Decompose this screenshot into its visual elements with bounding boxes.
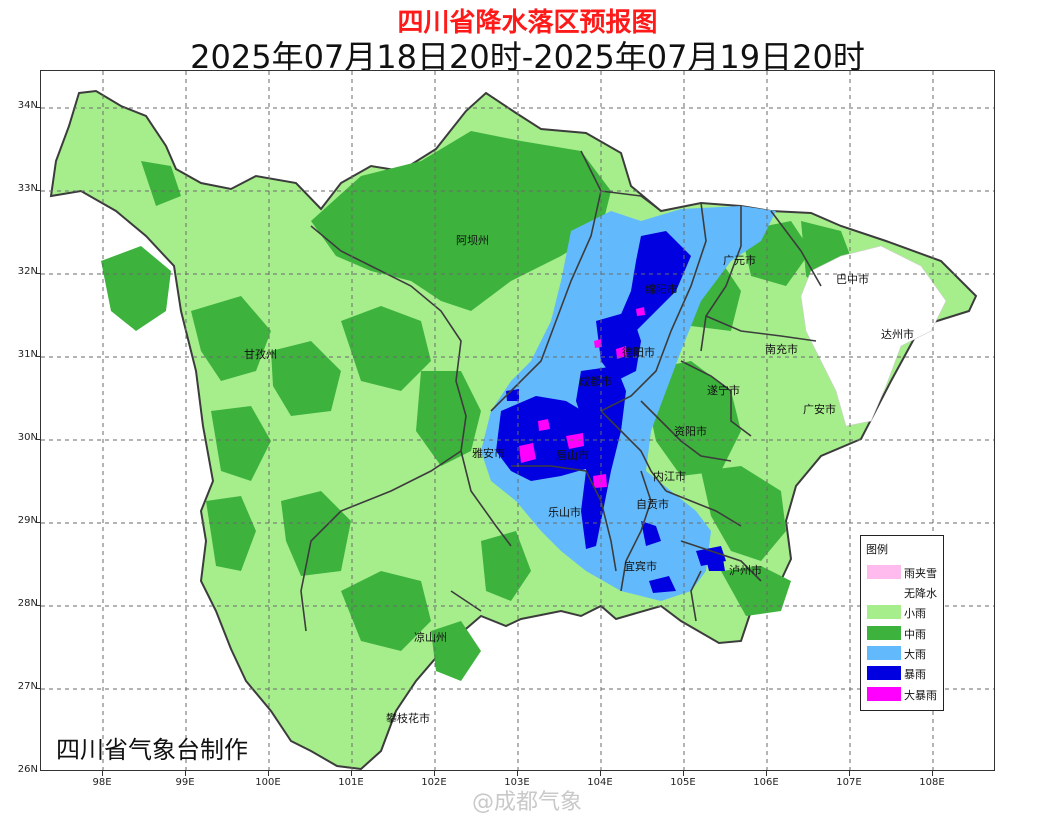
lon-tick xyxy=(517,771,518,776)
city-label-yaan: 雅安市 xyxy=(472,447,505,460)
legend-label: 中雨 xyxy=(904,628,926,641)
city-label-ganzi: 甘孜州 xyxy=(244,348,277,361)
extreme-rainstorm-areas xyxy=(519,307,645,488)
city-label-luzhou: 泸州市 xyxy=(729,564,762,577)
legend-label: 大暴雨 xyxy=(904,689,937,702)
lat-label-29n: 29N xyxy=(17,515,38,526)
city-label-yibin: 宜宾市 xyxy=(624,560,657,573)
city-label-leshan: 乐山市 xyxy=(548,506,581,519)
lat-label-31n: 31N xyxy=(17,349,38,360)
moderate-rain-areas xyxy=(101,131,856,681)
lon-tick xyxy=(766,771,767,776)
lat-tick xyxy=(36,439,41,440)
lat-label-34n: 34N xyxy=(17,100,38,111)
city-label-dazhou: 达州市 xyxy=(881,328,914,341)
weibo-watermark: @成都气象 xyxy=(472,790,583,815)
legend-swatch xyxy=(867,687,901,701)
lat-tick xyxy=(36,107,41,108)
legend-swatch xyxy=(867,626,901,640)
lon-tick xyxy=(185,771,186,776)
lat-tick xyxy=(36,522,41,523)
lon-tick xyxy=(268,771,269,776)
lon-label-104e: 104E xyxy=(587,777,613,788)
lon-tick xyxy=(351,771,352,776)
lat-label-27n: 27N xyxy=(17,681,38,692)
lon-label-106e: 106E xyxy=(753,777,779,788)
lon-label-101e: 101E xyxy=(338,777,364,788)
city-label-deyang: 德阳市 xyxy=(622,346,655,359)
lon-label-107e: 107E xyxy=(836,777,862,788)
lon-label-100e: 100E xyxy=(255,777,281,788)
city-label-nanchong: 南充市 xyxy=(765,343,798,356)
lon-tick xyxy=(683,771,684,776)
city-label-chengdu: 成都市 xyxy=(579,375,612,388)
city-label-zigong: 自贡市 xyxy=(636,498,669,511)
city-label-guangan: 广安市 xyxy=(803,403,836,416)
prefecture-boundaries xyxy=(300,150,822,632)
legend-swatch xyxy=(867,585,901,599)
legend-item-sleet: 雨夹雪 xyxy=(867,563,945,580)
legend-item-light-rain: 小雨 xyxy=(867,603,945,620)
lon-label-102e: 102E xyxy=(421,777,447,788)
lat-tick xyxy=(36,190,41,191)
lon-label-98e: 98E xyxy=(92,777,112,788)
legend-label: 小雨 xyxy=(904,607,926,620)
city-label-aba: 阿坝州 xyxy=(456,234,489,247)
lon-label-105e: 105E xyxy=(670,777,696,788)
city-label-suining: 遂宁市 xyxy=(707,384,740,397)
forecast-period: 2025年07月18日20时-2025年07月19日20时 xyxy=(190,38,865,76)
legend-item-heavy-rain: 大雨 xyxy=(867,644,945,661)
legend-label: 无降水 xyxy=(904,587,937,600)
lat-label-30n: 30N xyxy=(17,432,38,443)
legend-label: 暴雨 xyxy=(904,668,926,681)
legend-swatch xyxy=(867,666,901,680)
lon-label-108e: 108E xyxy=(919,777,945,788)
legend-swatch xyxy=(867,565,901,579)
lon-tick xyxy=(932,771,933,776)
city-label-meishan: 眉山市 xyxy=(556,449,589,462)
legend-item-extreme-rainstorm: 大暴雨 xyxy=(867,685,945,702)
lon-tick xyxy=(102,771,103,776)
lon-tick xyxy=(434,771,435,776)
city-label-bazhong: 巴中市 xyxy=(836,273,869,286)
lon-tick xyxy=(849,771,850,776)
legend-item-moderate-rain: 中雨 xyxy=(867,624,945,641)
lon-label-99e: 99E xyxy=(175,777,195,788)
legend-swatch xyxy=(867,646,901,660)
lon-tick xyxy=(600,771,601,776)
legend-title: 图例 xyxy=(866,543,888,556)
city-label-mianyang: 绵阳市 xyxy=(645,283,678,296)
map-title: 四川省降水落区预报图 xyxy=(397,8,658,38)
lat-tick xyxy=(36,605,41,606)
city-label-neijiang: 内江市 xyxy=(653,470,686,483)
lat-label-32n: 32N xyxy=(17,266,38,277)
legend-label: 雨夹雪 xyxy=(904,567,937,580)
legend-item-no-rain: 无降水 xyxy=(867,583,945,600)
lat-label-33n: 33N xyxy=(17,183,38,194)
precipitation-map xyxy=(41,71,994,770)
lat-tick xyxy=(36,688,41,689)
legend-item-rainstorm: 暴雨 xyxy=(867,664,945,681)
legend-swatch xyxy=(867,605,901,619)
lat-tick xyxy=(36,356,41,357)
lat-label-26n: 26N xyxy=(17,764,38,775)
city-label-ziyang: 资阳市 xyxy=(674,425,707,438)
legend-label: 大雨 xyxy=(904,648,926,661)
city-label-guangyuan: 广元市 xyxy=(723,254,756,267)
heavy-rain-area xyxy=(481,206,776,601)
lat-label-28n: 28N xyxy=(17,598,38,609)
graticule xyxy=(41,71,994,770)
city-label-panzhihua: 攀枝花市 xyxy=(386,712,430,725)
lon-label-103e: 103E xyxy=(504,777,530,788)
map-frame xyxy=(40,70,995,771)
producer-credit: 四川省气象台制作 xyxy=(56,736,248,764)
city-label-liangshan: 凉山州 xyxy=(414,631,447,644)
lat-tick xyxy=(36,273,41,274)
legend: 图例 雨夹雪 无降水 小雨 中雨 大雨 暴雨 大暴雨 xyxy=(860,535,944,711)
